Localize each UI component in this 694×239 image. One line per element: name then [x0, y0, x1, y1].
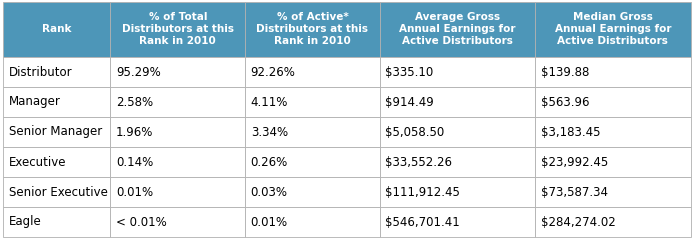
Text: 1.96%: 1.96%	[116, 125, 153, 138]
Text: Executive: Executive	[9, 156, 67, 168]
Bar	[535, 207, 691, 237]
Text: $73,587.34: $73,587.34	[541, 185, 608, 199]
Text: 0.26%: 0.26%	[251, 156, 288, 168]
Text: 2.58%: 2.58%	[116, 96, 153, 109]
Text: $23,992.45: $23,992.45	[541, 156, 608, 168]
Bar	[245, 177, 380, 207]
Text: Eagle: Eagle	[9, 216, 42, 228]
Bar	[535, 87, 691, 117]
Bar	[380, 147, 535, 177]
Bar	[245, 2, 380, 57]
Bar	[110, 177, 245, 207]
Text: $139.88: $139.88	[541, 65, 589, 78]
Bar	[380, 177, 535, 207]
Bar	[535, 147, 691, 177]
Text: $914.49: $914.49	[385, 96, 434, 109]
Bar	[110, 2, 245, 57]
Text: % of Active*
Distributors at this
Rank in 2010: % of Active* Distributors at this Rank i…	[257, 12, 369, 47]
Text: Senior Executive: Senior Executive	[9, 185, 108, 199]
Text: Distributor: Distributor	[9, 65, 73, 78]
Bar	[380, 117, 535, 147]
Text: 3.34%: 3.34%	[251, 125, 288, 138]
Text: $111,912.45: $111,912.45	[385, 185, 460, 199]
Bar	[245, 57, 380, 87]
Text: $3,183.45: $3,183.45	[541, 125, 600, 138]
Text: Average Gross
Annual Earnings for
Active Distributors: Average Gross Annual Earnings for Active…	[399, 12, 516, 47]
Text: 0.01%: 0.01%	[116, 185, 153, 199]
Text: $5,058.50: $5,058.50	[385, 125, 445, 138]
Bar	[3, 207, 110, 237]
Text: $284,274.02: $284,274.02	[541, 216, 616, 228]
Text: 0.03%: 0.03%	[251, 185, 288, 199]
Text: Senior Manager: Senior Manager	[9, 125, 102, 138]
Text: Median Gross
Annual Earnings for
Active Distributors: Median Gross Annual Earnings for Active …	[555, 12, 671, 47]
Text: 0.14%: 0.14%	[116, 156, 153, 168]
Text: % of Total
Distributors at this
Rank in 2010: % of Total Distributors at this Rank in …	[122, 12, 234, 47]
Bar	[3, 117, 110, 147]
Bar	[3, 2, 110, 57]
Bar	[245, 117, 380, 147]
Bar	[3, 147, 110, 177]
Bar	[245, 207, 380, 237]
Bar	[3, 57, 110, 87]
Bar	[245, 87, 380, 117]
Bar	[3, 87, 110, 117]
Bar	[535, 117, 691, 147]
Bar	[3, 177, 110, 207]
Bar	[245, 147, 380, 177]
Text: 92.26%: 92.26%	[251, 65, 296, 78]
Bar	[535, 2, 691, 57]
Text: < 0.01%: < 0.01%	[116, 216, 167, 228]
Text: 4.11%: 4.11%	[251, 96, 288, 109]
Text: Manager: Manager	[9, 96, 61, 109]
Text: $33,552.26: $33,552.26	[385, 156, 452, 168]
Text: $563.96: $563.96	[541, 96, 589, 109]
Text: $335.10: $335.10	[385, 65, 434, 78]
Text: 0.01%: 0.01%	[251, 216, 288, 228]
Bar	[110, 57, 245, 87]
Bar	[380, 87, 535, 117]
Bar	[110, 87, 245, 117]
Bar	[110, 207, 245, 237]
Bar	[535, 57, 691, 87]
Text: 95.29%: 95.29%	[116, 65, 161, 78]
Bar	[110, 117, 245, 147]
Bar	[110, 147, 245, 177]
Bar	[380, 207, 535, 237]
Bar	[380, 57, 535, 87]
Text: Rank: Rank	[42, 25, 71, 34]
Bar	[380, 2, 535, 57]
Bar	[535, 177, 691, 207]
Text: $546,701.41: $546,701.41	[385, 216, 460, 228]
